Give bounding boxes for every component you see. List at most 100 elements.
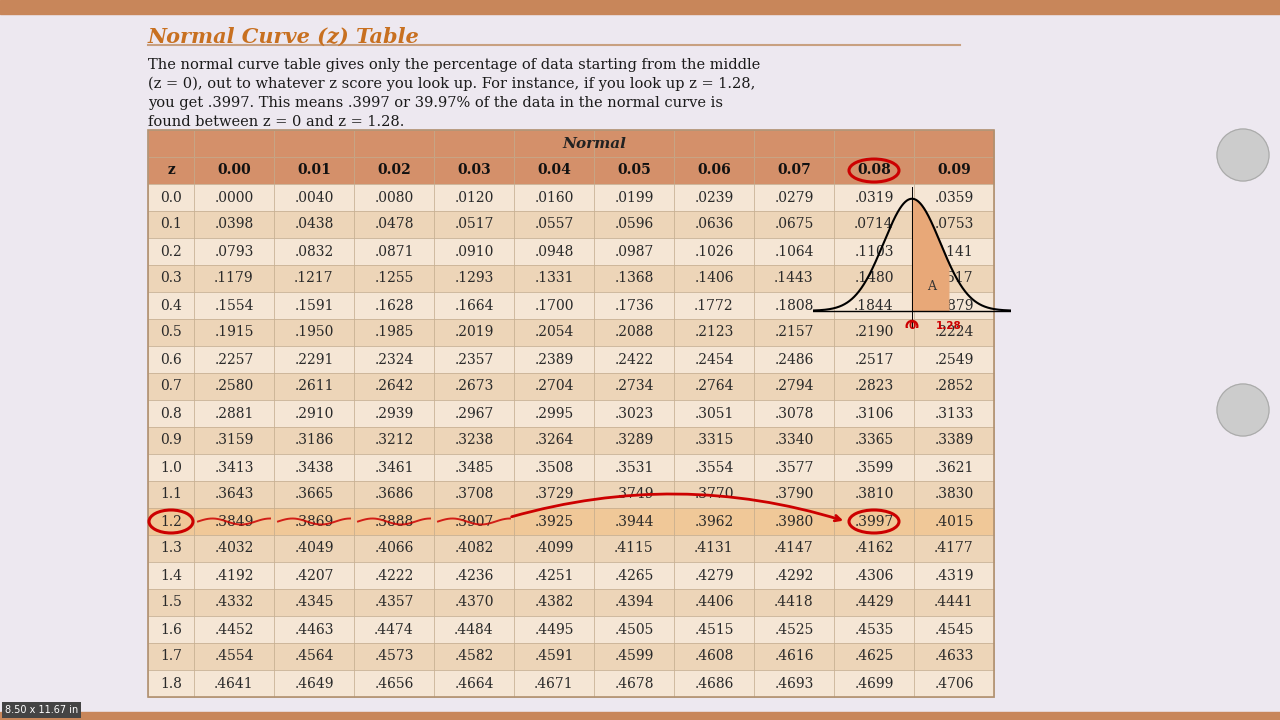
Text: .1064: .1064 bbox=[774, 245, 814, 258]
Bar bbox=[835, 400, 914, 427]
Text: .1517: .1517 bbox=[934, 271, 974, 286]
Text: .0120: .0120 bbox=[454, 191, 494, 204]
Text: .3621: .3621 bbox=[934, 461, 974, 474]
Bar bbox=[754, 427, 835, 454]
Bar bbox=[594, 346, 675, 373]
Text: 0.2: 0.2 bbox=[160, 245, 182, 258]
Text: .0040: .0040 bbox=[294, 191, 334, 204]
Text: .4292: .4292 bbox=[774, 569, 814, 582]
Bar bbox=[835, 319, 914, 346]
Bar bbox=[835, 427, 914, 454]
Text: .2123: .2123 bbox=[694, 325, 733, 340]
Text: .4686: .4686 bbox=[694, 677, 733, 690]
Bar bbox=[274, 481, 355, 508]
Bar bbox=[434, 670, 515, 697]
Bar bbox=[195, 211, 274, 238]
Text: 0.9: 0.9 bbox=[160, 433, 182, 448]
Bar bbox=[515, 373, 594, 400]
Text: .4474: .4474 bbox=[374, 623, 413, 636]
Bar bbox=[835, 346, 914, 373]
Bar bbox=[515, 157, 594, 184]
Text: .3770: .3770 bbox=[694, 487, 733, 502]
Text: .0753: .0753 bbox=[934, 217, 974, 232]
Text: .1808: .1808 bbox=[774, 299, 814, 312]
Text: .3925: .3925 bbox=[534, 515, 573, 528]
Bar bbox=[914, 508, 995, 535]
Text: .2549: .2549 bbox=[934, 353, 974, 366]
Text: .3643: .3643 bbox=[214, 487, 253, 502]
Bar bbox=[434, 184, 515, 211]
Text: .1985: .1985 bbox=[374, 325, 413, 340]
Bar bbox=[434, 238, 515, 265]
Text: 1.2: 1.2 bbox=[160, 515, 182, 528]
Bar bbox=[914, 400, 995, 427]
Bar bbox=[274, 130, 355, 157]
Bar bbox=[274, 670, 355, 697]
Text: .0160: .0160 bbox=[534, 191, 573, 204]
Bar bbox=[355, 184, 434, 211]
Text: .4699: .4699 bbox=[854, 677, 893, 690]
Text: .2852: .2852 bbox=[934, 379, 974, 394]
Bar bbox=[594, 184, 675, 211]
Text: .1628: .1628 bbox=[374, 299, 413, 312]
Bar bbox=[434, 346, 515, 373]
Bar bbox=[148, 265, 195, 292]
Text: 0.3: 0.3 bbox=[160, 271, 182, 286]
Bar bbox=[148, 319, 195, 346]
Bar bbox=[835, 643, 914, 670]
Bar bbox=[0, 712, 1280, 720]
Text: .0000: .0000 bbox=[214, 191, 253, 204]
Bar bbox=[754, 535, 835, 562]
Bar bbox=[594, 562, 675, 589]
Text: 0.6: 0.6 bbox=[160, 353, 182, 366]
Text: .4357: .4357 bbox=[374, 595, 413, 610]
Text: .0239: .0239 bbox=[694, 191, 733, 204]
Bar bbox=[148, 184, 195, 211]
Bar bbox=[148, 238, 195, 265]
Text: .0948: .0948 bbox=[534, 245, 573, 258]
Text: .4599: .4599 bbox=[614, 649, 654, 664]
Text: 8.50 x 11.67 in: 8.50 x 11.67 in bbox=[5, 705, 78, 715]
Bar bbox=[835, 535, 914, 562]
Bar bbox=[434, 211, 515, 238]
Bar bbox=[148, 346, 195, 373]
Text: .1950: .1950 bbox=[294, 325, 334, 340]
Bar bbox=[195, 535, 274, 562]
Text: .0080: .0080 bbox=[374, 191, 413, 204]
Text: 1.0: 1.0 bbox=[160, 461, 182, 474]
Bar bbox=[914, 265, 995, 292]
Circle shape bbox=[1217, 129, 1268, 181]
Text: .4177: .4177 bbox=[934, 541, 974, 556]
Text: .0987: .0987 bbox=[614, 245, 654, 258]
Text: .3078: .3078 bbox=[774, 407, 814, 420]
Text: .4394: .4394 bbox=[614, 595, 654, 610]
Text: .3980: .3980 bbox=[774, 515, 814, 528]
Text: 1.5: 1.5 bbox=[160, 595, 182, 610]
Text: .2673: .2673 bbox=[454, 379, 494, 394]
Text: .0596: .0596 bbox=[614, 217, 654, 232]
Text: .4429: .4429 bbox=[854, 595, 893, 610]
Bar bbox=[195, 238, 274, 265]
Bar bbox=[195, 346, 274, 373]
Bar bbox=[835, 589, 914, 616]
Text: .3790: .3790 bbox=[774, 487, 814, 502]
Bar bbox=[355, 265, 434, 292]
Bar bbox=[195, 454, 274, 481]
Text: .3023: .3023 bbox=[614, 407, 654, 420]
Bar bbox=[148, 427, 195, 454]
Bar bbox=[515, 130, 594, 157]
Bar bbox=[148, 373, 195, 400]
Text: .1141: .1141 bbox=[934, 245, 974, 258]
Bar bbox=[434, 616, 515, 643]
Bar bbox=[594, 319, 675, 346]
Text: .2642: .2642 bbox=[374, 379, 413, 394]
Text: .4564: .4564 bbox=[294, 649, 334, 664]
Bar bbox=[594, 616, 675, 643]
Bar bbox=[515, 643, 594, 670]
Text: .3264: .3264 bbox=[534, 433, 573, 448]
Text: .3133: .3133 bbox=[934, 407, 974, 420]
Bar bbox=[835, 130, 914, 157]
Bar bbox=[434, 130, 515, 157]
Bar bbox=[515, 616, 594, 643]
Bar bbox=[148, 130, 995, 697]
